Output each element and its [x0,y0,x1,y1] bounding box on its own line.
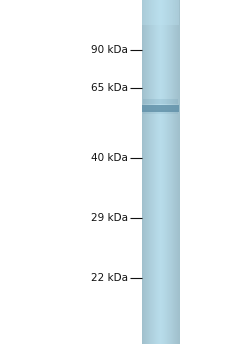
Bar [167,0,168,344]
Bar [171,0,172,344]
Bar [164,0,165,344]
Text: 65 kDa: 65 kDa [91,83,128,93]
Bar [171,0,172,344]
Bar [166,0,167,344]
Bar [152,0,153,344]
Bar [149,0,150,344]
Text: 29 kDa: 29 kDa [91,213,128,223]
Bar [148,0,149,344]
Bar [144,0,145,344]
Bar [148,0,149,344]
Bar [154,0,155,344]
Bar [151,0,152,344]
Bar [159,0,160,344]
Bar [142,0,143,344]
Bar [147,0,148,344]
Bar [156,0,157,344]
Text: 22 kDa: 22 kDa [91,273,128,283]
Bar [147,0,148,344]
Bar [173,0,174,344]
Bar [158,0,159,344]
Bar [146,0,147,344]
Text: 40 kDa: 40 kDa [91,153,128,163]
Bar [161,0,162,344]
Bar [164,0,165,344]
Bar [144,0,145,344]
Bar [175,0,176,344]
Bar [155,0,156,344]
Bar [160,0,161,344]
Bar [165,0,166,344]
Bar [169,0,170,344]
Bar [160,0,161,344]
Bar [162,0,163,344]
Bar [167,0,168,344]
Bar [157,0,158,344]
Bar [143,99,178,104]
Bar [162,0,163,344]
Bar [174,0,175,344]
Bar [143,0,144,344]
Bar [159,0,160,344]
Bar [153,0,154,344]
Bar [157,0,158,344]
Bar [176,0,177,344]
Bar [177,0,178,344]
Bar [177,0,178,344]
Bar [145,0,146,344]
Bar [178,0,179,344]
Bar [172,0,173,344]
Bar [150,0,151,344]
Bar [173,0,174,344]
Bar [174,0,175,344]
Bar [151,0,152,344]
Bar [163,0,164,344]
Bar [176,0,177,344]
Bar [156,0,157,344]
Bar [142,0,179,25]
Bar [170,0,171,344]
Bar [166,0,167,344]
Bar [172,0,173,344]
Bar [146,0,147,344]
Bar [150,0,151,344]
Bar [143,0,144,344]
Bar [149,0,150,344]
Bar [158,0,159,344]
Bar [170,0,171,344]
Bar [161,0,162,344]
Bar [143,110,178,114]
Bar [168,0,169,344]
Bar [178,0,179,344]
Bar [163,0,164,344]
Bar [168,0,169,344]
Bar [145,0,146,344]
Bar [165,0,166,344]
Bar [154,0,155,344]
Bar [175,0,176,344]
Bar [142,105,179,111]
Bar [152,0,153,344]
Text: 90 kDa: 90 kDa [91,45,128,55]
Bar [169,0,170,344]
Bar [153,0,154,344]
Bar [155,0,156,344]
